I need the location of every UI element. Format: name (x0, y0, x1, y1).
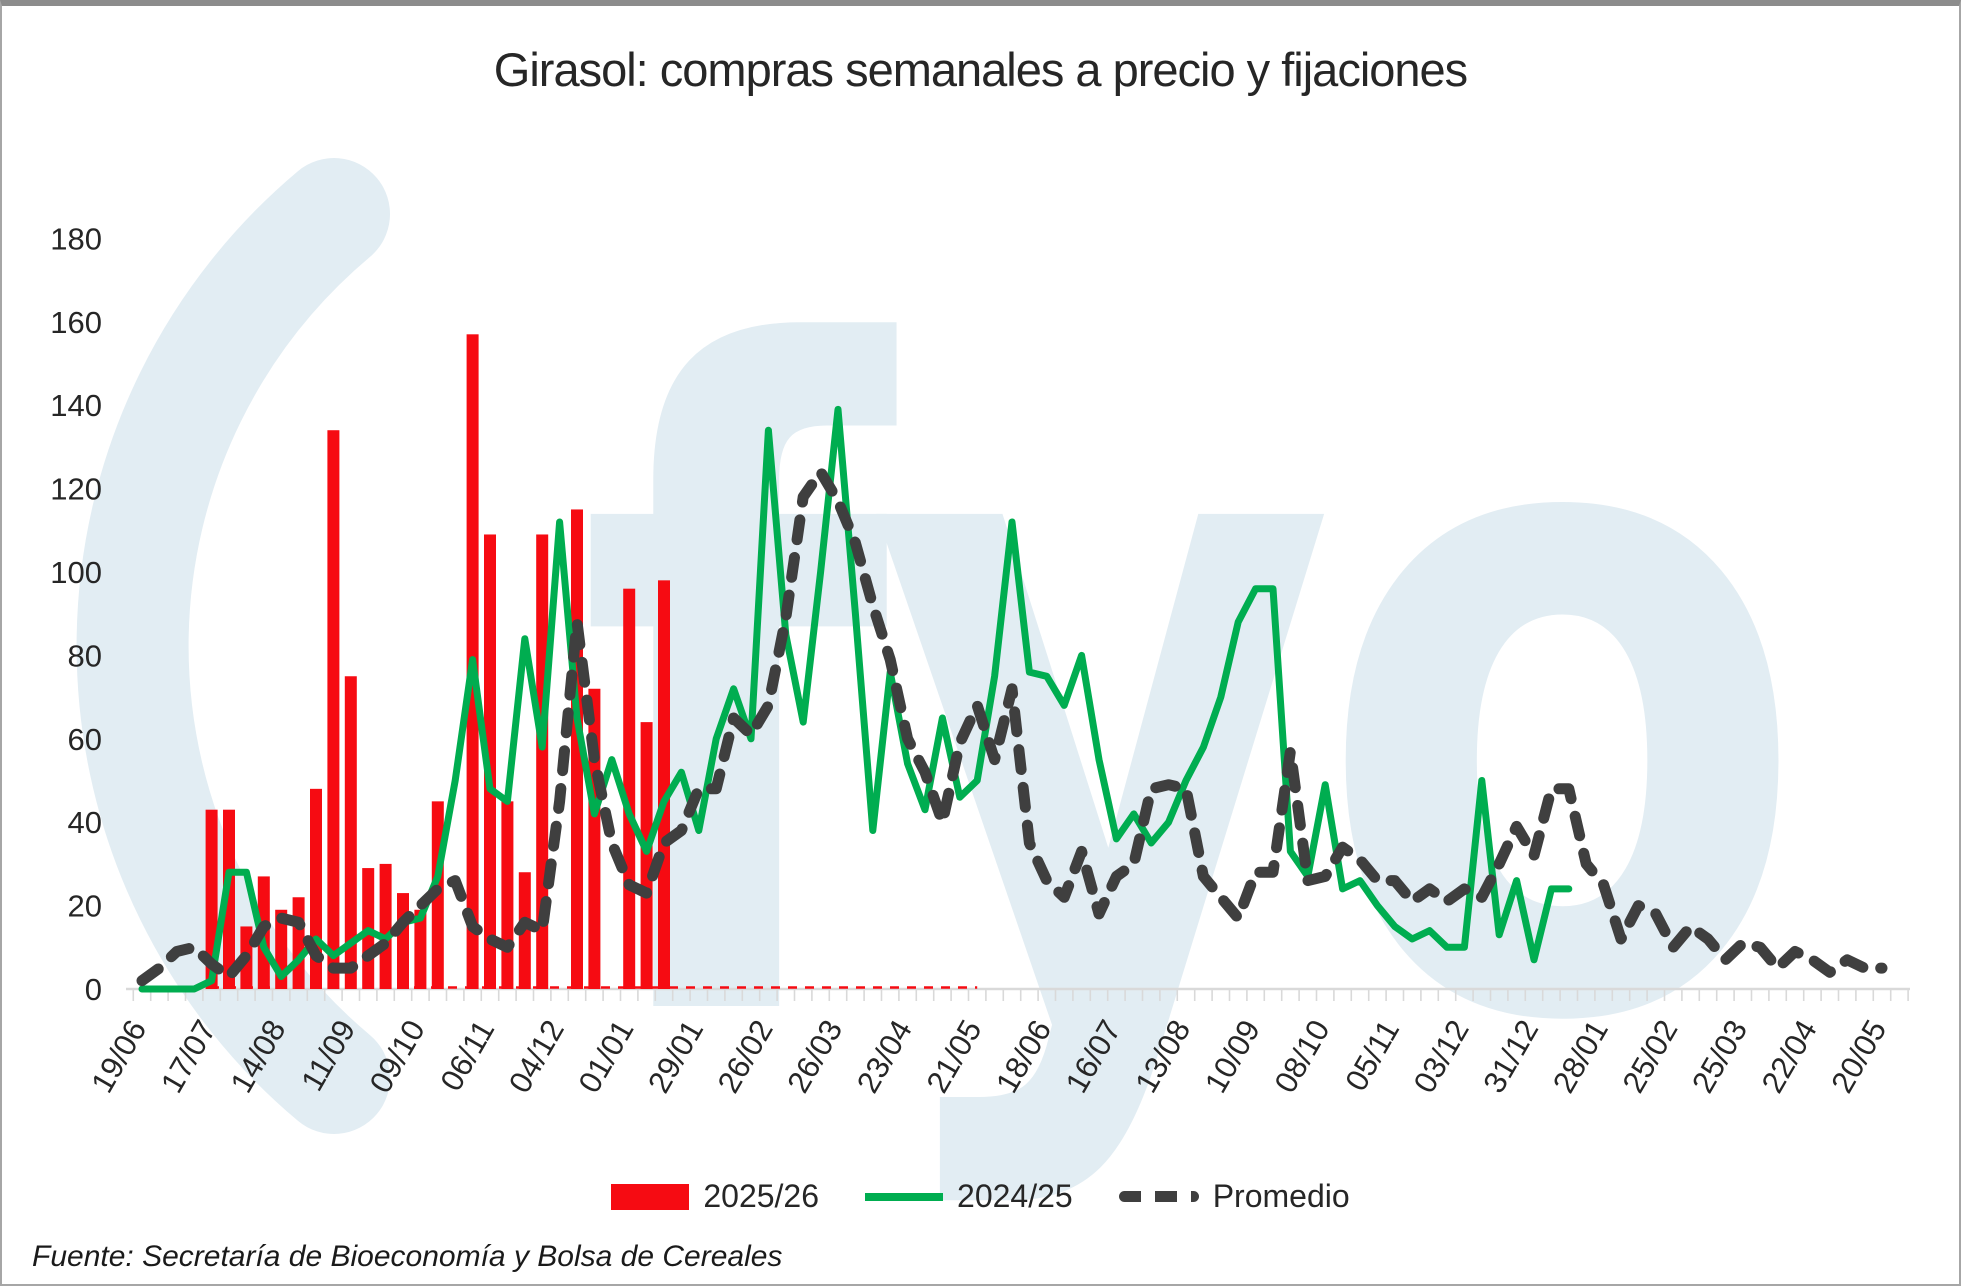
source-note: Fuente: Secretaría de Bioeconomía y Bols… (32, 1240, 783, 1273)
x-tick-label: 20/05 (1824, 1014, 1893, 1099)
x-tick-label: 06/11 (433, 1014, 501, 1097)
bar-2025-26 (223, 809, 235, 989)
bar-2025-26 (397, 893, 409, 989)
bar-2025-26 (292, 897, 305, 989)
legend-item-2024-25: 2024/25 (865, 1178, 1073, 1215)
y-tick-label: 20 (68, 889, 102, 924)
y-tick-label: 120 (50, 472, 102, 507)
bar-2025-26 (658, 580, 670, 989)
y-tick-label: 100 (50, 555, 102, 590)
legend-line-swatch (865, 1192, 944, 1201)
y-tick-label: 140 (50, 388, 102, 423)
bar-2025-26 (414, 909, 427, 989)
bar-2025-26 (623, 588, 636, 989)
bar-2025-26 (640, 722, 653, 989)
bar-2025-26 (588, 688, 601, 989)
bar-2025-26 (501, 801, 514, 989)
x-tick-label: 17/07 (154, 1014, 223, 1099)
y-tick-label: 0 (85, 972, 102, 1007)
legend-label: 2025/26 (703, 1178, 820, 1214)
line-promedio (136, 466, 1888, 987)
legend-item-promedio: Promedio (1118, 1178, 1350, 1215)
x-tick-label: 04/12 (502, 1014, 571, 1099)
legend-item-2025-26: 2025/26 (611, 1178, 819, 1215)
y-tick-label: 60 (68, 722, 102, 757)
legend-label: Promedio (1212, 1178, 1350, 1214)
fyo-text: fyo (577, 172, 1810, 1219)
y-tick-label: 180 (50, 221, 102, 256)
bar-2025-26 (327, 430, 340, 990)
chart-legend: 2025/26 2024/25 Promedio (2, 1178, 1959, 1215)
y-tick-label: 80 (68, 638, 102, 673)
fyo-text-glyphs: fyo (577, 172, 1787, 1219)
chart-title: Girasol: compras semanales a precio y fi… (493, 43, 1468, 96)
y-tick-label: 40 (68, 805, 102, 840)
fyo-watermark: fyo (76, 158, 1810, 1219)
legend-bar-swatch (611, 1183, 690, 1210)
line-2024-25 (138, 405, 1573, 993)
x-tick-label: 19/06 (84, 1014, 153, 1099)
bar-2025-26 (484, 534, 496, 989)
legend-dash-swatch (1118, 1191, 1199, 1202)
bar-2025-26 (379, 863, 392, 989)
legend-label: 2024/25 (957, 1178, 1073, 1214)
y-tick-label: 160 (50, 305, 102, 340)
bar-2025-26 (344, 676, 357, 989)
y-axis-labels: 0 20 40 60 80 100 120 140 160 180 (50, 221, 102, 1007)
